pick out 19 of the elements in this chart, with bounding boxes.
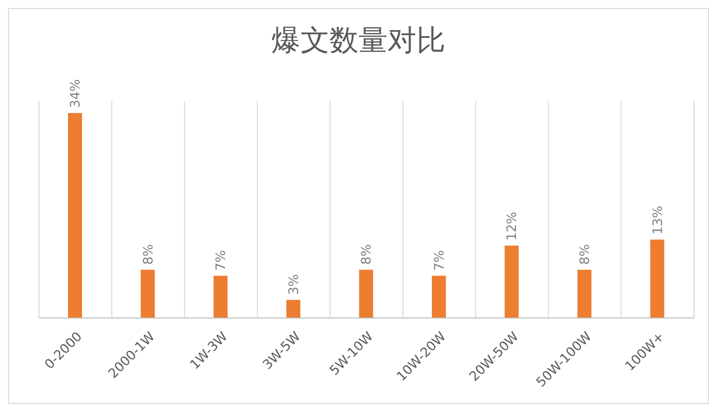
data-label: 8% — [360, 244, 375, 265]
data-label: 34% — [68, 79, 84, 108]
bar — [504, 246, 519, 318]
bar — [577, 270, 592, 318]
bar — [286, 300, 300, 318]
data-label: 7% — [432, 250, 448, 271]
bar — [214, 276, 228, 318]
bar — [359, 270, 374, 318]
data-label: 12% — [505, 212, 520, 241]
chart-title: 爆文数量对比 — [270, 22, 446, 59]
bar — [650, 240, 664, 318]
data-label: 7% — [214, 250, 230, 271]
data-label: 13% — [650, 206, 666, 235]
bar — [432, 276, 446, 318]
bar — [68, 113, 82, 318]
data-label: 8% — [141, 244, 156, 265]
bar — [140, 270, 155, 318]
data-label: 8% — [578, 244, 593, 265]
data-label: 3% — [286, 274, 302, 295]
